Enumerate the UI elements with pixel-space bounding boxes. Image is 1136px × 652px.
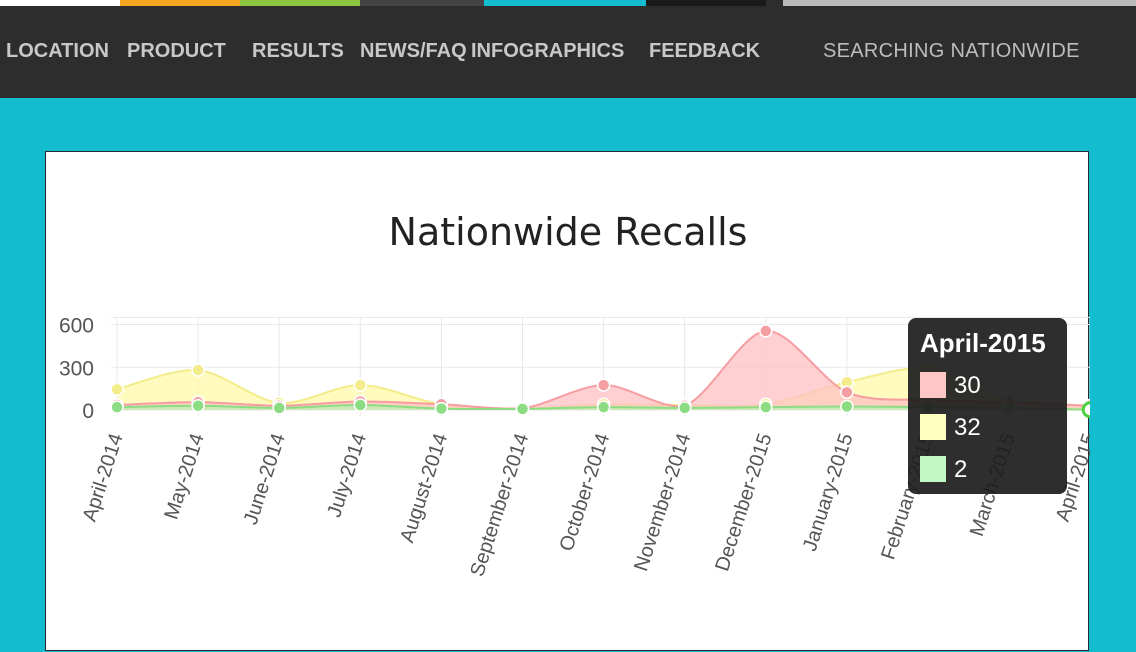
data-point: [840, 399, 854, 414]
data-point: [272, 401, 286, 415]
strip-segment: [766, 0, 783, 6]
nav-feedback[interactable]: FEEDBACK: [649, 40, 761, 62]
nav-location[interactable]: LOCATION: [6, 40, 109, 62]
data-point: [353, 378, 368, 392]
y-tick-label: 300: [59, 357, 94, 380]
tooltip-value: 32: [954, 414, 981, 441]
x-tick-label: June-2014: [240, 431, 290, 528]
data-point: [110, 382, 124, 397]
x-tick-label: November-2014: [630, 431, 695, 574]
tooltip-swatch: [920, 456, 946, 482]
strip-segment: [783, 0, 1136, 6]
chart-title: Nationwide Recalls: [388, 210, 748, 254]
strip-segment: [240, 0, 360, 6]
strip-segment: [646, 0, 766, 6]
data-point: [434, 401, 449, 416]
color-strip: [0, 0, 1136, 6]
x-tick-label: May-2014: [160, 431, 208, 522]
data-point: [191, 363, 205, 377]
strip-segment: [360, 0, 484, 6]
chart-tooltip: April-2015 30 32 2: [908, 318, 1067, 494]
y-tick-label: 600: [59, 315, 94, 338]
tooltip-title: April-2015: [920, 328, 1046, 358]
data-point: [596, 400, 611, 414]
data-point: [759, 324, 773, 338]
data-point: [191, 398, 205, 413]
x-tick-label: July-2014: [323, 431, 371, 520]
nav-product[interactable]: PRODUCT: [127, 40, 226, 62]
highlight-point: [1081, 401, 1090, 419]
data-point: [677, 401, 692, 415]
x-tick-label: August-2014: [396, 431, 452, 546]
y-tick-label: 0: [82, 400, 94, 423]
x-tick-label: January-2015: [799, 431, 858, 554]
data-point: [759, 400, 773, 414]
data-point: [515, 402, 530, 416]
nav-news-faq[interactable]: NEWS/FAQ: [360, 40, 467, 62]
tooltip-value: 2: [954, 456, 968, 483]
x-tick-label: December-2015: [711, 431, 776, 574]
data-point: [596, 378, 611, 392]
tooltip-swatch: [920, 414, 946, 440]
data-point: [840, 385, 854, 399]
top-navbar: LOCATION PRODUCT RESULTS NEWS/FAQ INFOGR…: [0, 0, 1136, 98]
data-point: [353, 398, 368, 412]
strip-segment: [0, 0, 120, 6]
x-tick-label: April-2014: [79, 431, 128, 525]
recalls-chart: 0 300 600 April-2014 May-2014 June-2014 July-2…: [59, 315, 1090, 579]
tooltip-swatch: [920, 372, 946, 398]
strip-segment: [484, 0, 646, 6]
strip-segment: [120, 0, 240, 6]
searching-nationwide-label: SEARCHING NATIONWIDE: [823, 40, 1080, 62]
nav-infographics[interactable]: INFOGRAPHICS: [471, 40, 625, 62]
nav-results[interactable]: RESULTS: [252, 40, 344, 62]
x-tick-label: September-2014: [466, 431, 533, 579]
data-point: [110, 400, 124, 414]
tooltip-value: 30: [954, 372, 981, 399]
x-tick-label: October-2014: [556, 431, 615, 554]
